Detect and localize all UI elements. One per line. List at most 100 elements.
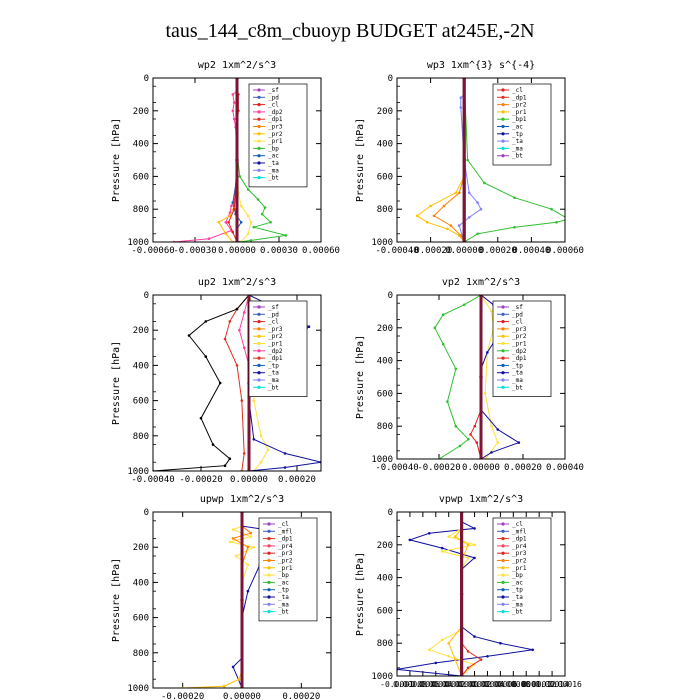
x-tick-label: -0.00020 [161, 692, 204, 700]
data-point_dp2 [242, 346, 246, 350]
data-point_cl [227, 221, 230, 224]
data-point_dp1 [466, 650, 470, 653]
y-tick-label: 0 [388, 291, 393, 301]
legend-entry: _dp2 [268, 109, 283, 116]
data-point_bp [473, 543, 476, 547]
legend-marker [501, 573, 505, 577]
y-tick-label: 600 [133, 172, 149, 182]
data-point_dp2 [232, 101, 236, 104]
plot-frame [396, 294, 566, 460]
legend-entry: _ma [512, 145, 523, 152]
legend-entry: _sf [512, 304, 523, 311]
x-tick-label: 0.00060 [302, 246, 340, 256]
data-point_ac [235, 307, 239, 311]
y-tick-label: 200 [133, 543, 149, 553]
x-tick-label: 0.00008 [393, 680, 427, 689]
y-axis-label: Pressure [hPa] [111, 118, 122, 202]
data-point_pr1 [453, 535, 457, 538]
legend-entry: _mfl [278, 528, 293, 535]
chart-panel-4: vp2 1xm^2/s^3 Pressure [hPa] 0 200 400 600 800… [355, 277, 584, 473]
legend-marker [257, 168, 261, 172]
panel-title: wp3 1xm^{3} s^{-4} [427, 60, 535, 71]
legend-entry: _ta [278, 594, 289, 601]
legend-marker [501, 110, 505, 114]
data-point_pr1 [496, 441, 500, 444]
data-point_dp2 [232, 117, 236, 121]
y-tick-label: 1000 [371, 238, 393, 248]
legend-entry: _ac [268, 153, 279, 160]
legend-marker [501, 327, 505, 331]
legend-entry: _pr1 [268, 341, 283, 348]
y-tick-label: 200 [377, 107, 393, 117]
legend-entry: _ma [512, 601, 523, 608]
x-tick-label: 0.00020 [282, 692, 320, 700]
data-point_bp [447, 655, 451, 658]
y-tick-label: 200 [377, 541, 393, 551]
legend-marker [501, 349, 505, 353]
x-tick-label: 0.00040 [546, 463, 584, 473]
plot-frame [396, 511, 566, 677]
legend-entry: _bt [268, 175, 279, 182]
y-tick-label: 600 [377, 172, 393, 182]
data-point_pr2 [459, 234, 463, 237]
data-point_dp1 [466, 666, 470, 670]
legend-marker [501, 305, 505, 309]
x-tick-label: 0.00002 [458, 680, 492, 689]
data-point_dp1 [240, 399, 244, 402]
data-point_ta [499, 641, 502, 645]
legend-marker [501, 154, 505, 158]
legend-entry: _ma [512, 377, 523, 384]
x-tick-label: -0.0001 [380, 680, 414, 689]
legend-entry: _tp [278, 587, 289, 594]
series-line_dp2 [173, 90, 238, 242]
series-line_pr1 [416, 78, 465, 242]
legend-marker [501, 132, 505, 136]
x-tick-label: 0.00002 [432, 680, 466, 689]
legend-marker [267, 544, 271, 548]
data-point_ta [476, 201, 479, 204]
data-point_bp [440, 550, 444, 553]
y-tick-label: 800 [377, 422, 393, 432]
x-tick-label: -0.00040 [375, 246, 418, 256]
data-point_ac [211, 443, 215, 446]
data-point_ta [473, 527, 476, 530]
data-point_pr1 [429, 204, 432, 208]
x-tick-label: 0.00000 [218, 246, 256, 256]
legend-entry: _bt [512, 384, 523, 391]
x-tick-label: 0.00020 [504, 463, 542, 473]
data-point_pr2 [246, 545, 250, 549]
data-point_bp [466, 556, 470, 560]
y-tick-label: 0 [144, 508, 149, 518]
data-point_ta [479, 207, 483, 211]
data-point_pr2 [224, 232, 228, 236]
data-point_dp1 [228, 320, 232, 323]
series-group [181, 512, 274, 688]
data-point_ta [473, 635, 476, 638]
legend-entry: _pr4 [512, 543, 527, 550]
chart-panel-2: wp3 1xm^{3} s^{-4} Pressure [hPa] 0 200 400 6… [355, 60, 584, 256]
x-tick-label: 0.00016 [548, 680, 582, 689]
data-point_bp [263, 206, 267, 209]
y-axis-label: Pressure [hPa] [111, 341, 122, 425]
x-tick-label: 0.00000 [230, 475, 268, 485]
x-tick-label: 0.00006 [484, 680, 518, 689]
y-tick-label: 600 [133, 397, 149, 407]
page-title: taus_144_c8m_cbuoyp BUDGET at245E,-2N [165, 20, 535, 42]
data-point_bp [428, 648, 431, 652]
x-tick-label: 0.0001 [512, 680, 541, 689]
legend-entry: _ac [278, 579, 289, 586]
legend-entry: _bp1 [512, 116, 527, 123]
y-tick-label: 0 [144, 74, 149, 84]
legend-entry: _pr3 [268, 124, 283, 131]
x-tick-label: 0.00008 [496, 680, 530, 689]
data-point_dp2 [454, 367, 458, 371]
legend-marker [501, 356, 505, 360]
legend-marker [501, 103, 505, 107]
x-tick-label: -0.00040 [131, 475, 174, 485]
legend-marker [257, 320, 261, 324]
data-point_ac [204, 320, 208, 323]
data-point_dp2 [458, 444, 462, 448]
data-point_pr1 [252, 399, 256, 402]
series-line_ta [458, 94, 482, 242]
y-tick-label: 400 [133, 140, 149, 150]
